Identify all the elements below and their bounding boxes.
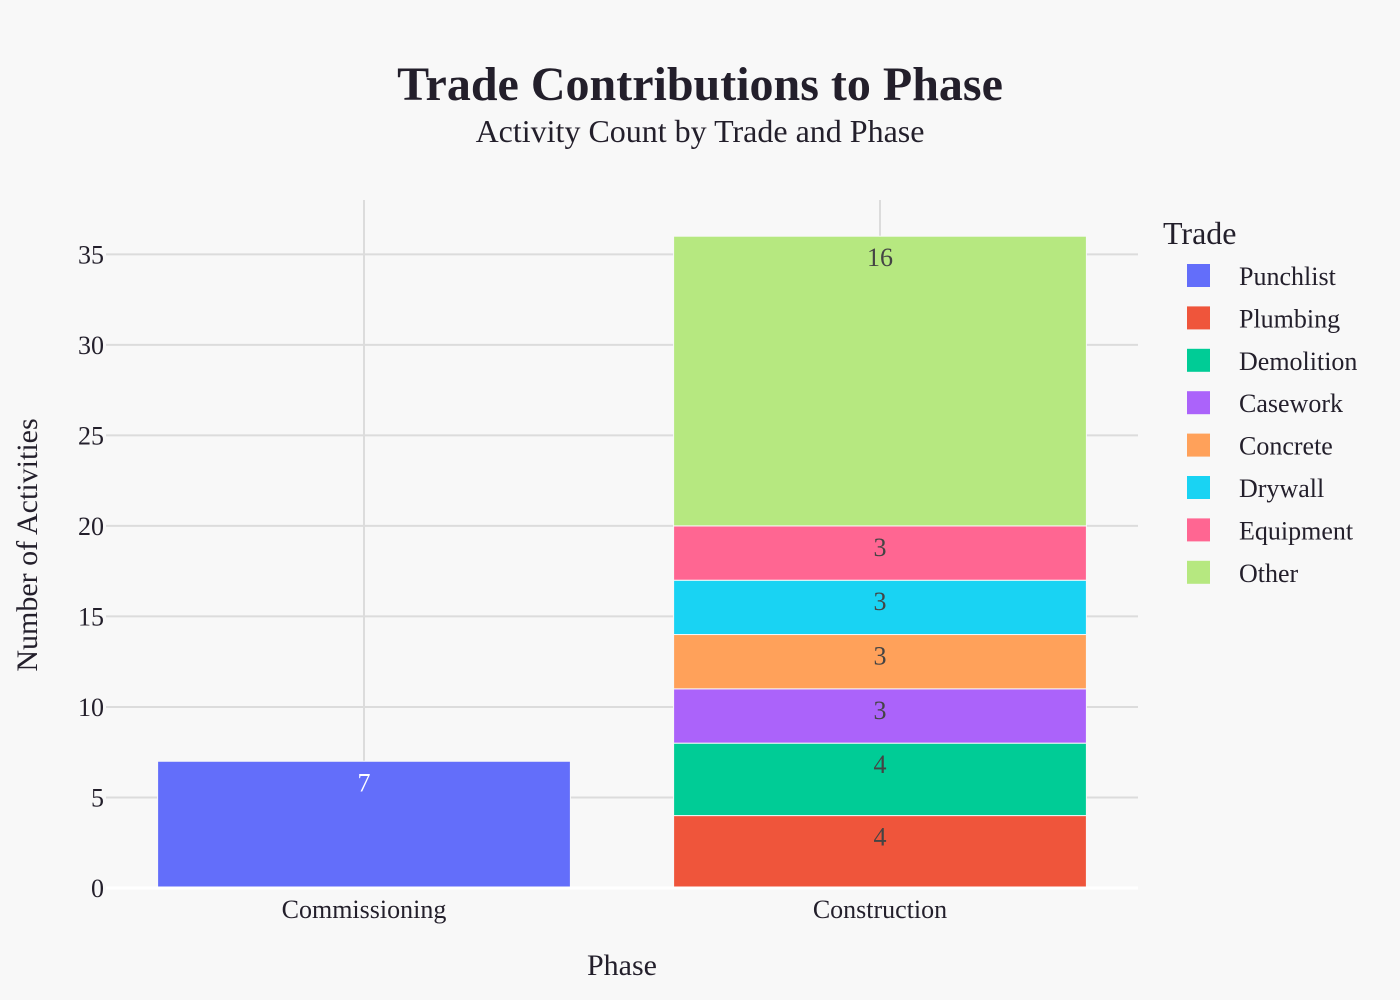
bar-value-label: 3 [874,642,887,671]
y-tick-label: 5 [91,783,104,812]
y-tick-label: 0 [91,874,104,903]
bar-value-label: 3 [874,696,887,725]
data-labels: 7 4 4 3 3 3 3 16 [358,243,894,851]
bar-value-label: 7 [358,768,371,797]
chart-subtitle: Activity Count by Trade and Phase [476,113,925,149]
y-axis-title: Number of Activities [11,418,44,671]
bar-value-label: 4 [874,823,887,852]
legend-label: Casework [1239,389,1343,418]
legend-label: Other [1239,559,1299,588]
y-tick-label: 10 [78,693,104,722]
bar-segment [673,525,1087,581]
legend-swatch [1187,518,1210,542]
bar-value-label: 16 [867,243,893,272]
legend-label: Demolition [1239,347,1357,376]
legend-label: Punchlist [1239,262,1337,291]
bar-value-label: 4 [874,750,887,779]
legend-label: Drywall [1239,474,1324,503]
x-tick-label: Commissioning [282,895,447,924]
bar-segment [673,579,1087,636]
legend-label: Concrete [1239,432,1333,461]
bar-segment [673,815,1087,889]
x-axis-title: Phase [587,949,657,982]
legend-label: Equipment [1239,516,1354,545]
bar-segment [673,235,1087,527]
x-tick-label: Construction [813,895,947,924]
legend-swatch [1187,348,1210,372]
legend-swatch [1187,306,1210,330]
legend-swatch [1187,264,1210,287]
bars [157,235,1087,889]
y-tick-label: 15 [78,602,104,631]
axes: 0 5 10 15 20 25 30 35 Commissioning Construction [78,240,1138,924]
legend-swatch [1187,391,1210,415]
legend-label: Plumbing [1239,304,1340,333]
legend-swatch [1187,433,1210,457]
y-tick-label: 35 [78,240,104,269]
bar-segment [157,760,571,889]
y-tick-label: 30 [78,331,104,360]
chart-title: Trade Contributions to Phase [397,58,1003,111]
legend-swatch [1187,476,1210,499]
bar-value-label: 3 [874,587,887,616]
y-tick-label: 25 [78,421,104,450]
legend-title: Trade [1163,215,1236,251]
legend-swatch [1187,560,1210,584]
bar-value-label: 3 [874,533,887,562]
legend: Trade Punchlist Plumbing Demolition Casewor… [1163,215,1357,588]
bar-segment [673,634,1087,690]
y-tick-label: 20 [78,512,104,541]
